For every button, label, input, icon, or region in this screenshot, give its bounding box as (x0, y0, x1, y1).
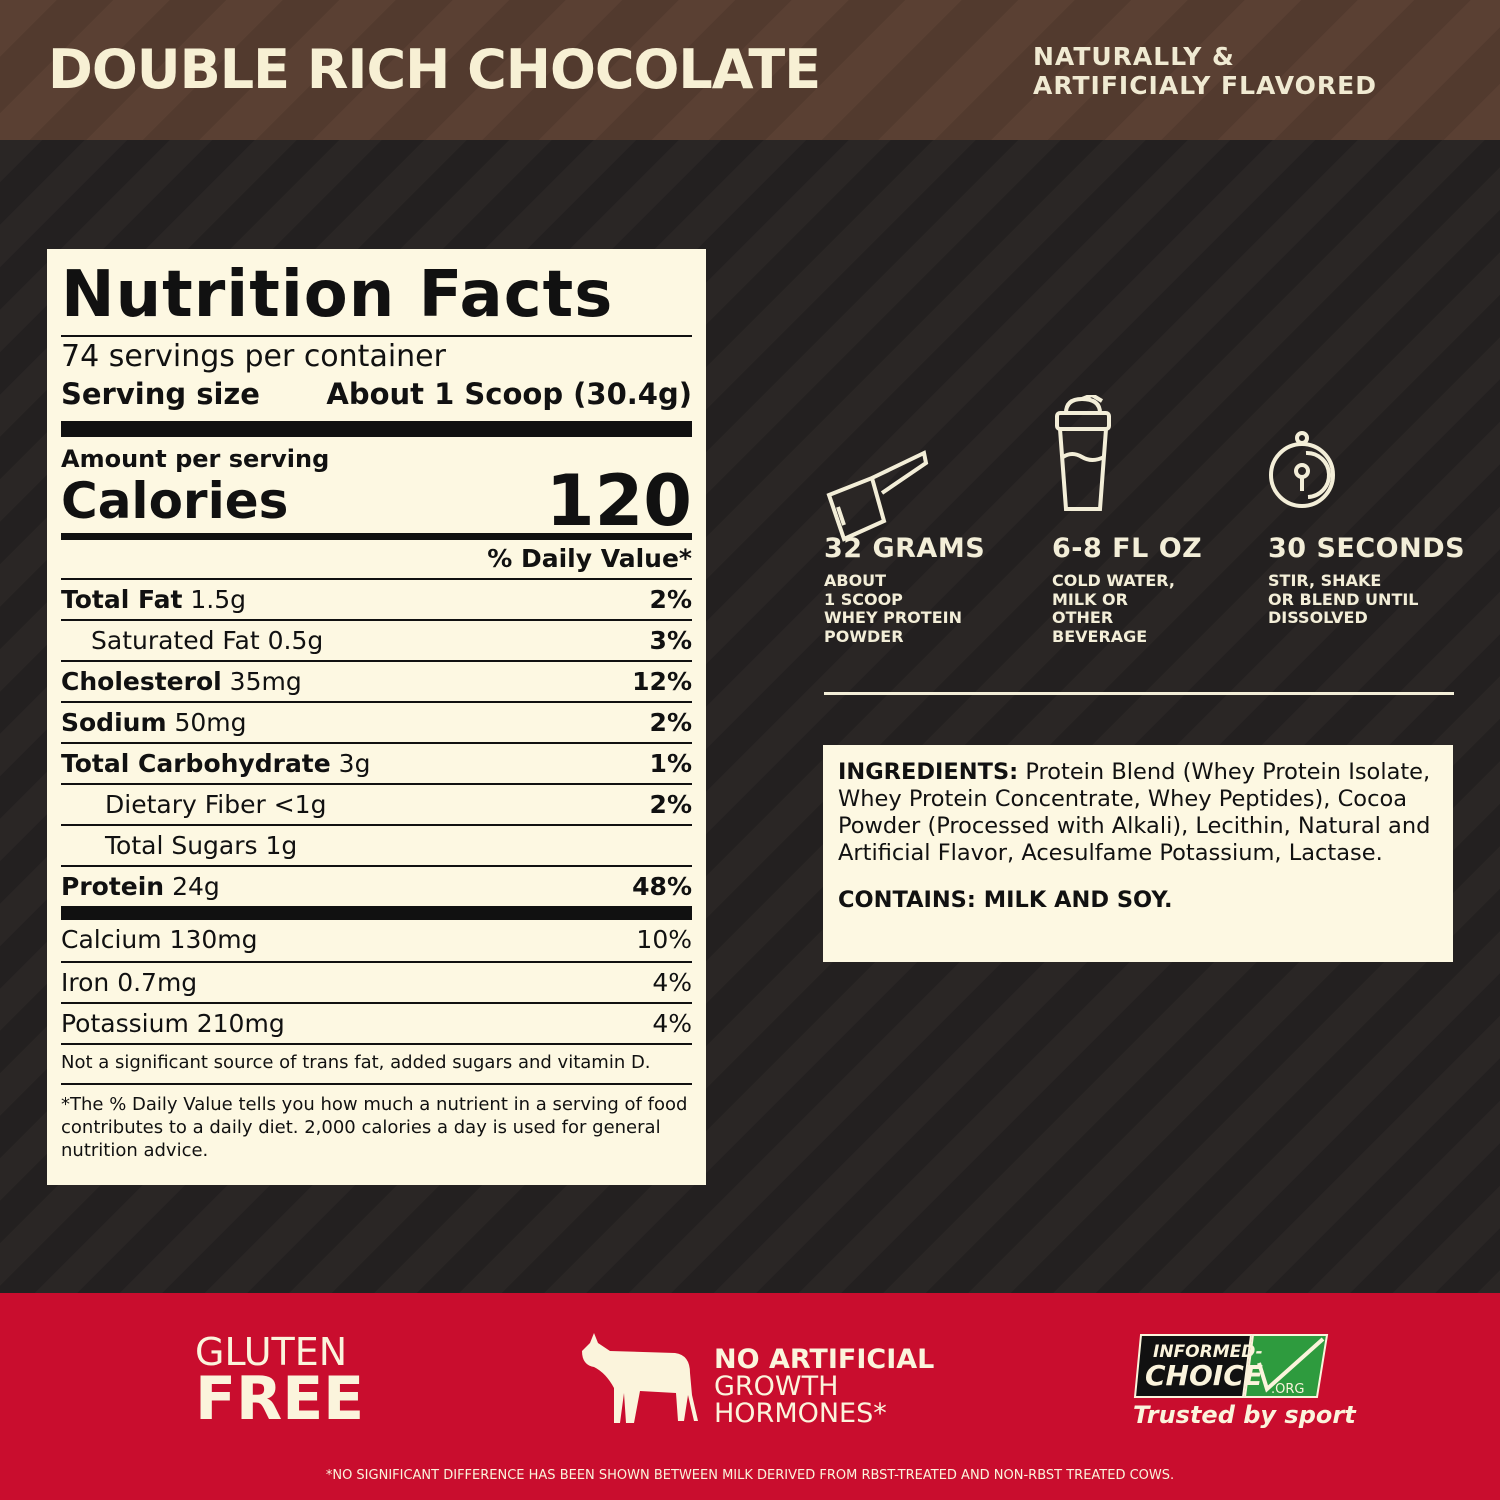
flavor-note: NATURALLY & ARTIFICIALY FLAVORED (1033, 42, 1377, 100)
svg-text:.ORG: .ORG (1271, 1382, 1304, 1397)
svg-text:CHOICE: CHOICE (1145, 1359, 1263, 1392)
nutrient-row: Cholesterol 35mg 12% (61, 660, 692, 701)
amount-per-serving: Amount per serving (61, 445, 330, 473)
mineral-row: Potassium 210mg 4% (61, 1002, 692, 1043)
mineral-row: Iron 0.7mg 4% (61, 961, 692, 1002)
stopwatch-icon (1269, 431, 1335, 508)
nutrient-row: Saturated Fat 0.5g 3% (61, 619, 692, 660)
header-band: DOUBLE RICH CHOCOLATE NATURALLY & ARTIFIC… (0, 0, 1500, 140)
calories-row: Calories 120 (61, 460, 692, 542)
cow-icon (582, 1333, 698, 1423)
nutrition-facts-panel: Nutrition Facts 74 servings per containe… (47, 249, 706, 1185)
step-scoop: 32 GRAMS ABOUT 1 SCOOP WHEY PROTEIN POWDER (824, 395, 985, 645)
serving-size: Serving size About 1 Scoop (30.4g) (61, 377, 692, 411)
no-hormones-badge: NO ARTIFICIAL GROWTH HORMONES* (714, 1344, 935, 1429)
ingredients-panel: INGREDIENTS: Protein Blend (Whey Protein… (823, 745, 1453, 962)
daily-value-header: % Daily Value* (487, 544, 692, 573)
servings-per-container: 74 servings per container (61, 339, 446, 374)
allergen-statement: CONTAINS: MILK AND SOY. (838, 887, 1173, 913)
step-stopwatch: 30 SECONDS STIR, SHAKE OR BLEND UNTIL DISS… (1268, 395, 1465, 627)
directions: 32 GRAMS ABOUT 1 SCOOP WHEY PROTEIN POWDER … (824, 395, 1465, 695)
informed-choice-logo: INFORMED- CHOICE .ORG Trusted by sport (1133, 1333, 1356, 1429)
informed-choice-mark: INFORMED-CHOICE .ORG (1133, 1334, 1329, 1398)
rbst-footnote: *NO SIGNIFICANT DIFFERENCE HAS BEEN SHOW… (325, 1468, 1175, 1483)
gluten-free-badge: GLUTEN FREE (195, 1330, 365, 1434)
svg-text:INFORMED-: INFORMED- (1153, 1342, 1263, 1362)
shaker-icon (1055, 395, 1111, 511)
nutrient-row: Sodium 50mg 2% (61, 701, 692, 742)
nutrient-row: Total Fat 1.5g 2% (61, 578, 692, 619)
scoop-icon (826, 450, 929, 542)
nutrition-title: Nutrition Facts (61, 258, 614, 332)
flavor-title: DOUBLE RICH CHOCOLATE (48, 38, 821, 101)
step-shaker: 6-8 FL OZ COLD WATER, MILK OR OTHER BEVERAG… (1052, 395, 1202, 645)
nutrient-row: Total Carbohydrate 3g 1% (61, 742, 692, 783)
mineral-row: Calcium 130mg 10% (61, 925, 692, 954)
claims-banner: GLUTEN FREE NO ARTIFICIAL GROWTH HORMONES* … (0, 1293, 1500, 1500)
nutrient-row: Dietary Fiber <1g 2% (61, 783, 692, 824)
nutrient-row: Protein 24g 48% (61, 865, 692, 906)
daily-value-footnote: *The % Daily Value tells you how much a … (61, 1083, 692, 1162)
trans-fat-note: Not a significant source of trans fat, a… (61, 1043, 692, 1075)
nutrient-row: Total Sugars 1g (61, 824, 692, 865)
